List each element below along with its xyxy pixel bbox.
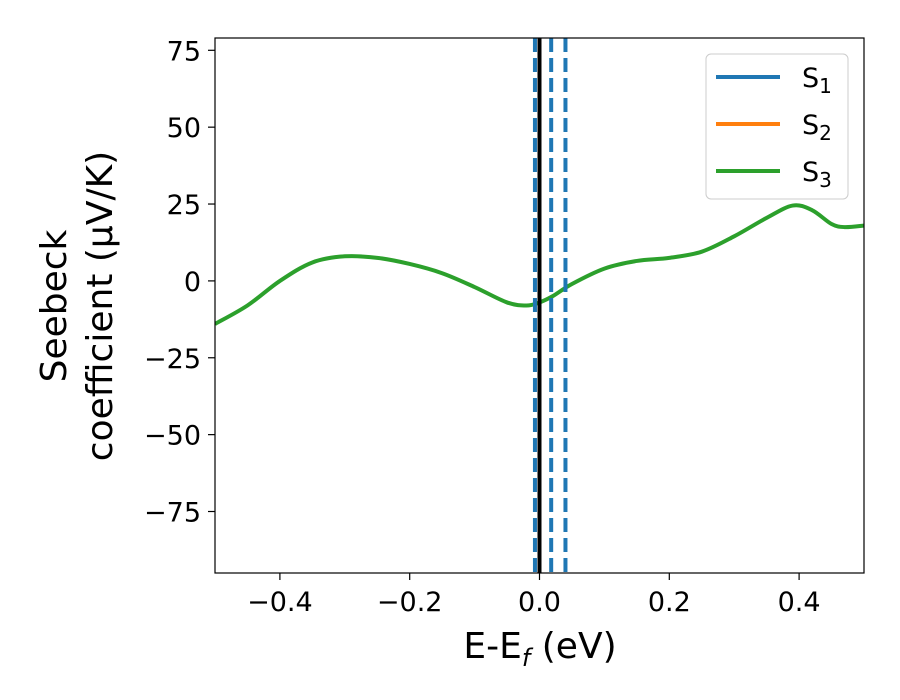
x-tick-label-4: 0.4 bbox=[778, 587, 821, 618]
legend-frame bbox=[705, 53, 849, 200]
axis-ticks: −0.4 −0.2 0.0 0.2 0.4 75 50 25 0 −25 −50 −75 bbox=[144, 36, 821, 618]
y-axis-label-line2: coefficient (μV/K) bbox=[80, 151, 121, 461]
legend-label-s2: S2 bbox=[802, 110, 832, 145]
legend-label-s3: S3 bbox=[802, 157, 832, 192]
y-tick-label-0: 75 bbox=[167, 36, 201, 67]
x-axis-label-unit: (eV) bbox=[530, 626, 616, 667]
y-tick-label-2: 25 bbox=[167, 190, 201, 221]
y-tick-label-3: 0 bbox=[184, 267, 201, 298]
x-tick-label-3: 0.2 bbox=[648, 587, 691, 618]
legend-item-s3: S3 bbox=[716, 157, 832, 192]
x-tick-label-2: 0.0 bbox=[518, 587, 561, 618]
y-tick-label-5: −50 bbox=[144, 421, 201, 452]
y-tick-label-1: 50 bbox=[167, 113, 201, 144]
legend-label-s1: S1 bbox=[802, 63, 832, 98]
series-line-3 bbox=[215, 203, 864, 326]
plot-content bbox=[215, 38, 864, 573]
legend: S1 S2 S3 bbox=[705, 53, 849, 200]
x-axis-label-main: E-E bbox=[463, 626, 521, 667]
y-tick-label-4: −25 bbox=[144, 344, 201, 375]
y-axis-label-line1: Seebeck bbox=[34, 229, 75, 382]
y-tick-label-6: −75 bbox=[144, 498, 201, 529]
legend-item-s2: S2 bbox=[716, 110, 832, 145]
legend-item-s1: S1 bbox=[716, 63, 832, 98]
x-tick-label-0: −0.4 bbox=[247, 587, 313, 618]
x-axis-label: E-Ef (eV) bbox=[463, 626, 616, 672]
plot-area bbox=[214, 37, 865, 574]
x-tick-label-1: −0.2 bbox=[377, 587, 443, 618]
